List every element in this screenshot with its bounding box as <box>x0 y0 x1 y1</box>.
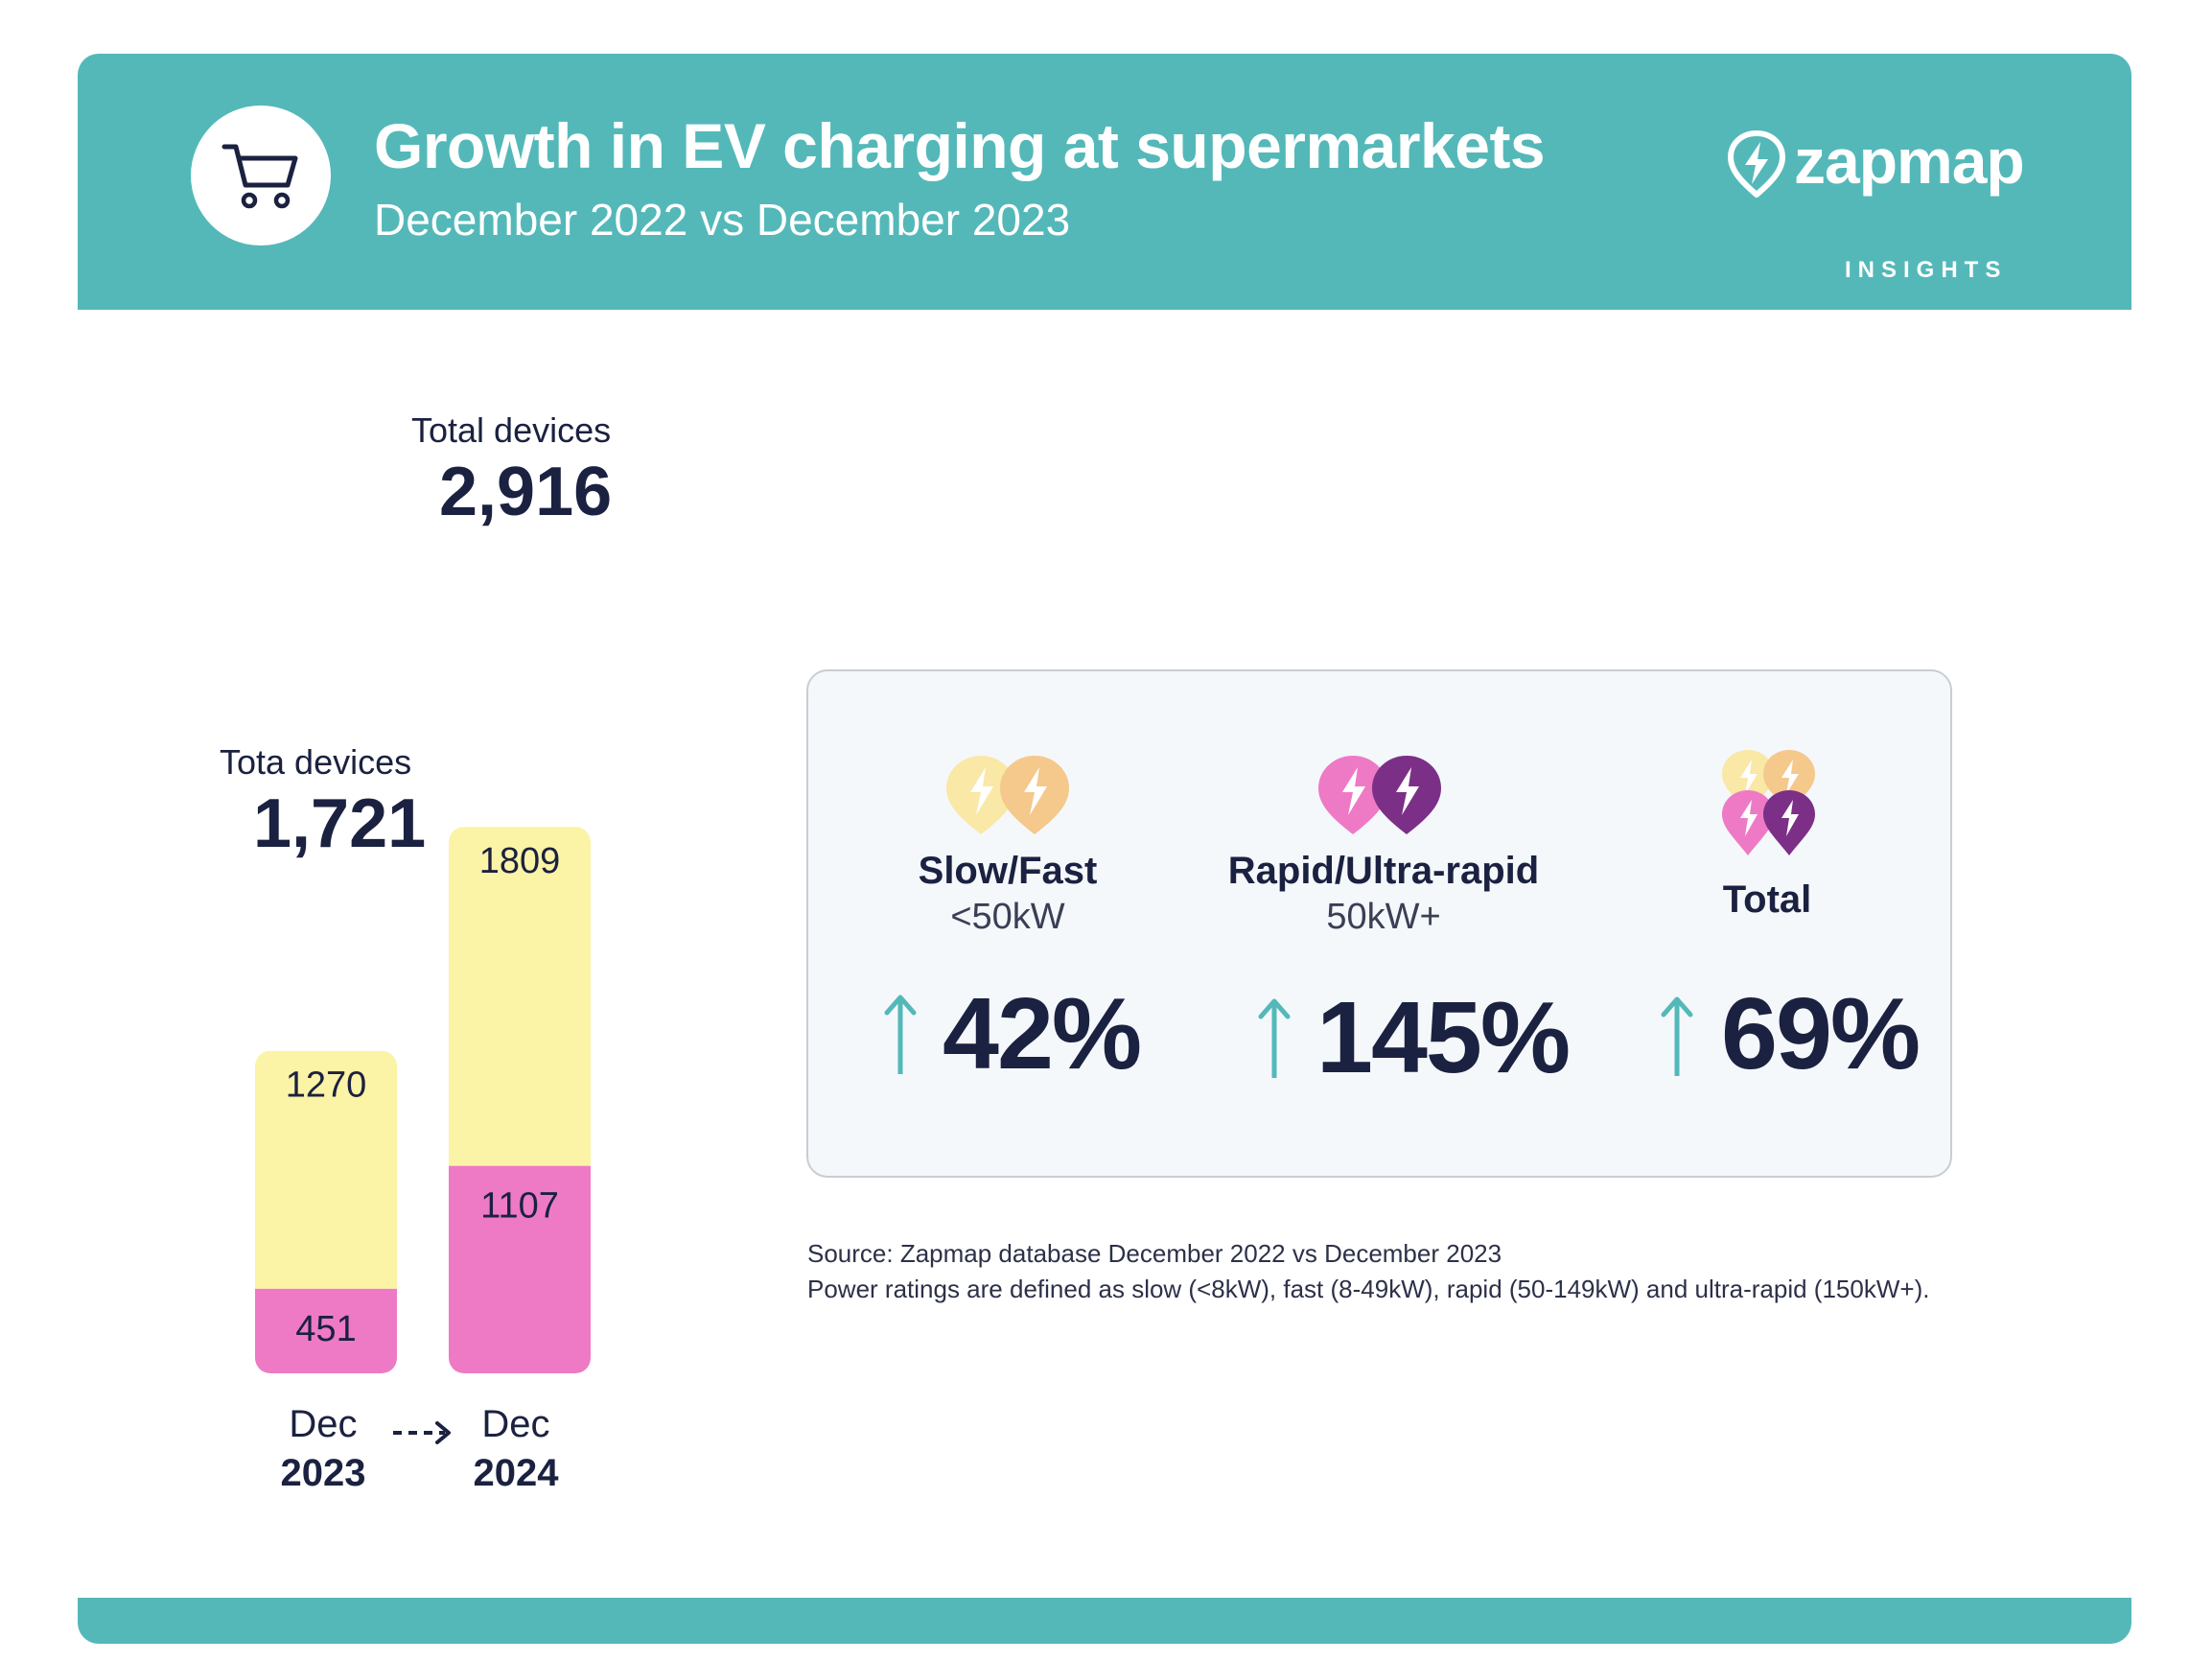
data-label-rapid: 1107 <box>480 1186 559 1227</box>
up-arrow-icon <box>884 995 917 1074</box>
data-label-slow-fast: 1270 <box>286 1065 367 1106</box>
stat-label: Rapid/Ultra-rapid <box>1227 850 1540 892</box>
x-tick-month: Dec <box>289 1403 358 1445</box>
page-title: Growth in EV charging at supermarkets <box>374 110 1546 181</box>
up-arrow-icon <box>1258 998 1291 1078</box>
x-tick-year: 2023 <box>280 1452 366 1494</box>
zapmap-bolt-icon <box>1727 130 1786 198</box>
total-bolts-icon <box>1722 750 1815 855</box>
source-line-1: Source: Zapmap database December 2022 vs… <box>807 1239 1502 1268</box>
rapid-bolts-icon <box>1318 756 1441 834</box>
stat-value-total: 69% <box>1721 977 1921 1090</box>
stat-slow-fast: Slow/Fast <50kW <box>864 850 1152 938</box>
x-tick-month: Dec <box>481 1403 550 1445</box>
source-note: Source: Zapmap database December 2022 vs… <box>807 1236 1929 1307</box>
stat-total: Total <box>1633 878 1901 922</box>
x-tick-dec-2024: Dec 2024 <box>444 1400 588 1498</box>
growth-stats-panel: Slow/Fast <50kW 42% Rapid/Ultra-rapid 50… <box>806 669 1952 1178</box>
brand-tagline: INSIGHTS <box>1845 257 2008 283</box>
stat-value-slow-fast: 42% <box>943 977 1142 1090</box>
bar-segment-rapid <box>255 1288 397 1373</box>
stat-label: Slow/Fast <box>918 850 1098 892</box>
page-subtitle: December 2022 vs December 2023 <box>374 195 1071 245</box>
footer-bar <box>78 1598 2131 1644</box>
stat-label: Total <box>1722 878 1812 921</box>
bar1-total-label: Tota devices <box>220 742 412 782</box>
bar2-total-label: Total devices <box>411 410 612 450</box>
stat-rapid: Rapid/Ultra-rapid 50kW+ <box>1201 850 1566 938</box>
dashed-arrow-icon <box>393 1421 451 1444</box>
x-tick-year: 2024 <box>473 1452 559 1494</box>
bar-segment-slow-fast <box>255 1050 397 1289</box>
up-arrow-icon <box>1661 996 1693 1076</box>
stat-value-rapid: 145% <box>1316 981 1571 1094</box>
stat-sublabel: 50kW+ <box>1326 897 1441 937</box>
data-label-slow-fast: 1809 <box>479 841 561 881</box>
bar-group-1: 1270 451 <box>255 1050 397 1373</box>
bar1-total-value: 1,721 <box>253 785 427 862</box>
bar-segment-slow-fast <box>449 827 591 1166</box>
data-label-rapid: 451 <box>295 1309 356 1349</box>
brand-name: zapmap <box>1794 126 2025 197</box>
cart-badge <box>191 105 331 246</box>
slow-fast-bolts-icon <box>946 756 1069 834</box>
zapmap-logo: zapmap INSIGHTS <box>1727 125 2034 288</box>
bar2-total-value: 2,916 <box>439 454 613 530</box>
header-banner: Growth in EV charging at supermarkets De… <box>78 54 2131 310</box>
x-tick-dec-2023: Dec 2023 <box>251 1400 395 1498</box>
stat-sublabel: <50kW <box>950 897 1065 937</box>
bar-group-2: 1809 1107 <box>449 827 591 1373</box>
source-line-2: Power ratings are defined as slow (<8kW)… <box>807 1275 1930 1303</box>
bar-segment-rapid <box>449 1165 591 1373</box>
shopping-cart-icon <box>221 144 298 209</box>
stacked-bar-chart: 1270 451 1809 1107 <box>255 827 591 1373</box>
